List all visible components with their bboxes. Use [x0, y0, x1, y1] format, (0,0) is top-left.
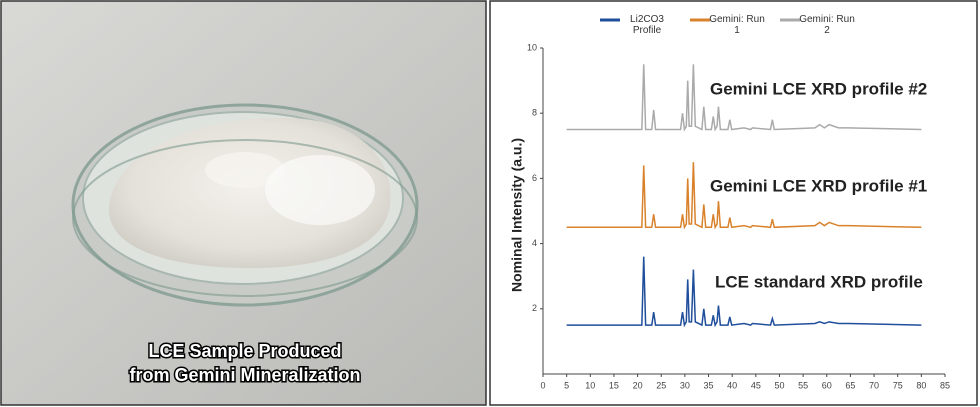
annotation: Gemini LCE XRD profile #2 [710, 79, 927, 98]
chart-panel [489, 0, 978, 406]
x-tick-label: 35 [704, 380, 714, 390]
x-tick-label: 45 [751, 380, 761, 390]
series-line [566, 64, 922, 132]
x-tick-label: 5 [564, 380, 569, 390]
annotation: LCE standard XRD profile [715, 272, 923, 291]
x-tick-label: 0 [540, 380, 545, 390]
legend-label: Li2CO3 Profile [630, 14, 664, 36]
x-tick-label: 30 [680, 380, 690, 390]
series-line [566, 256, 922, 328]
x-tick-label: 20 [633, 380, 643, 390]
legend-label: Gemini: Run 2 [799, 14, 855, 36]
x-tick-label: 10 [585, 380, 595, 390]
y-axis-label: Nominal Intensity (a.u.) [509, 138, 525, 292]
x-tick-label: 65 [845, 380, 855, 390]
legend-label: Gemini: Run 1 [709, 14, 765, 36]
x-tick-label: 75 [893, 380, 903, 390]
x-tick-label: 40 [727, 380, 737, 390]
y-tick-label: 2 [532, 303, 537, 313]
x-tick-label: 50 [774, 380, 784, 390]
x-tick-label: 70 [869, 380, 879, 390]
y-tick-label: 8 [532, 108, 537, 118]
y-tick-label: 6 [532, 173, 537, 183]
x-tick-label: 80 [916, 380, 926, 390]
x-tick-label: 25 [656, 380, 666, 390]
annotation: Gemini LCE XRD profile #1 [710, 176, 927, 195]
photo-caption: LCE Sample Produced [148, 341, 341, 361]
x-tick-label: 85 [940, 380, 950, 390]
y-tick-label: 4 [532, 238, 537, 248]
x-tick-label: 55 [798, 380, 808, 390]
photo-caption: from Gemini Mineralization [129, 365, 360, 385]
x-tick-label: 15 [609, 380, 619, 390]
x-tick-label: 60 [822, 380, 832, 390]
series-line [566, 162, 922, 230]
y-tick-label: 10 [527, 42, 537, 52]
photo [0, 0, 487, 406]
